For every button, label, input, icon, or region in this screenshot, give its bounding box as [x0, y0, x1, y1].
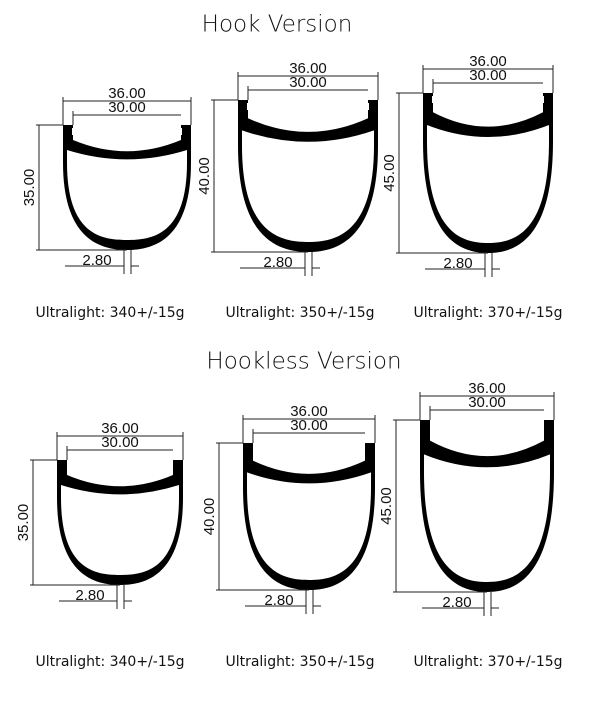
hook-right — [178, 128, 182, 135]
weight: Ultralight: 340+/-15g — [35, 305, 184, 321]
weight: Ultralight: 350+/-15g — [225, 305, 374, 321]
hook-left — [247, 103, 251, 110]
rim-channel — [73, 125, 181, 152]
dim-line — [396, 92, 488, 254]
dim-line — [422, 592, 499, 616]
dim-line — [393, 419, 487, 593]
weight: Ultralight: 340+/-15g — [35, 654, 184, 670]
rim-channel — [248, 100, 368, 132]
dim-line — [432, 79, 543, 93]
dim-line — [237, 72, 379, 100]
dim-line — [247, 86, 368, 100]
weight: Ultralight: 350+/-15g — [225, 654, 374, 670]
weight: Ultralight: 370+/-15g — [413, 654, 562, 670]
dim-line — [429, 406, 544, 420]
dim-line — [425, 253, 500, 277]
inner-width: 30.00 — [468, 394, 506, 411]
hook-right — [540, 96, 544, 103]
inner-width: 30.00 — [101, 434, 139, 451]
rim-channel — [253, 443, 365, 474]
dim-line — [211, 99, 308, 253]
dim-line — [62, 97, 192, 125]
dim-line — [30, 459, 120, 586]
hook-left — [432, 96, 436, 103]
depth: 40.00 — [201, 498, 218, 536]
outer-width: 36.00 — [290, 403, 328, 420]
dim-line — [36, 124, 127, 251]
rim-cavity — [247, 472, 371, 580]
depth: 35.00 — [15, 504, 32, 542]
hook-left — [72, 128, 76, 135]
dim-line — [66, 446, 173, 460]
outer-width: 36.00 — [289, 60, 327, 77]
dim-line — [422, 65, 554, 93]
section-title: Hook Version — [202, 12, 353, 38]
dim-line — [252, 429, 365, 443]
rim-cavity — [424, 454, 550, 582]
depth: 35.00 — [21, 169, 38, 207]
dim-line — [419, 392, 555, 420]
outer-width: 36.00 — [468, 380, 506, 397]
inner-width: 30.00 — [108, 99, 146, 116]
rim-cavity — [61, 485, 179, 575]
rim-channel — [430, 420, 544, 457]
thickness: 2.80 — [75, 587, 104, 604]
dim-line — [245, 590, 321, 614]
outer-width: 36.00 — [469, 53, 507, 70]
outer-width: 36.00 — [101, 420, 139, 437]
dim-line — [242, 415, 376, 443]
hook-gap-l — [72, 133, 73, 134]
weight: Ultralight: 370+/-15g — [413, 305, 562, 321]
thickness: 2.80 — [82, 252, 111, 269]
rim-cavity — [242, 130, 374, 242]
depth: 45.00 — [378, 487, 395, 525]
rim-cavity — [67, 150, 187, 240]
hook-right — [365, 103, 369, 110]
thickness: 2.80 — [263, 254, 292, 271]
dim-line — [72, 111, 181, 125]
dim-line — [59, 585, 132, 609]
dim-line — [240, 252, 320, 276]
dim-line — [216, 442, 309, 591]
inner-width: 30.00 — [469, 67, 507, 84]
section-title: Hookless Version — [206, 349, 401, 375]
inner-width: 30.00 — [289, 74, 327, 91]
dim-line — [56, 432, 184, 460]
hook-gap-l — [432, 101, 433, 102]
thickness: 2.80 — [264, 592, 293, 609]
dim-line — [65, 250, 139, 274]
inner-width: 30.00 — [290, 417, 328, 434]
rim-channel — [433, 93, 543, 127]
rim-cavity — [427, 125, 549, 243]
thickness: 2.80 — [442, 594, 471, 611]
thickness: 2.80 — [443, 255, 472, 272]
hook-gap-l — [247, 108, 248, 109]
depth: 45.00 — [381, 154, 398, 192]
depth: 40.00 — [196, 157, 213, 195]
rim-channel — [67, 460, 173, 487]
outer-width: 36.00 — [108, 85, 146, 102]
